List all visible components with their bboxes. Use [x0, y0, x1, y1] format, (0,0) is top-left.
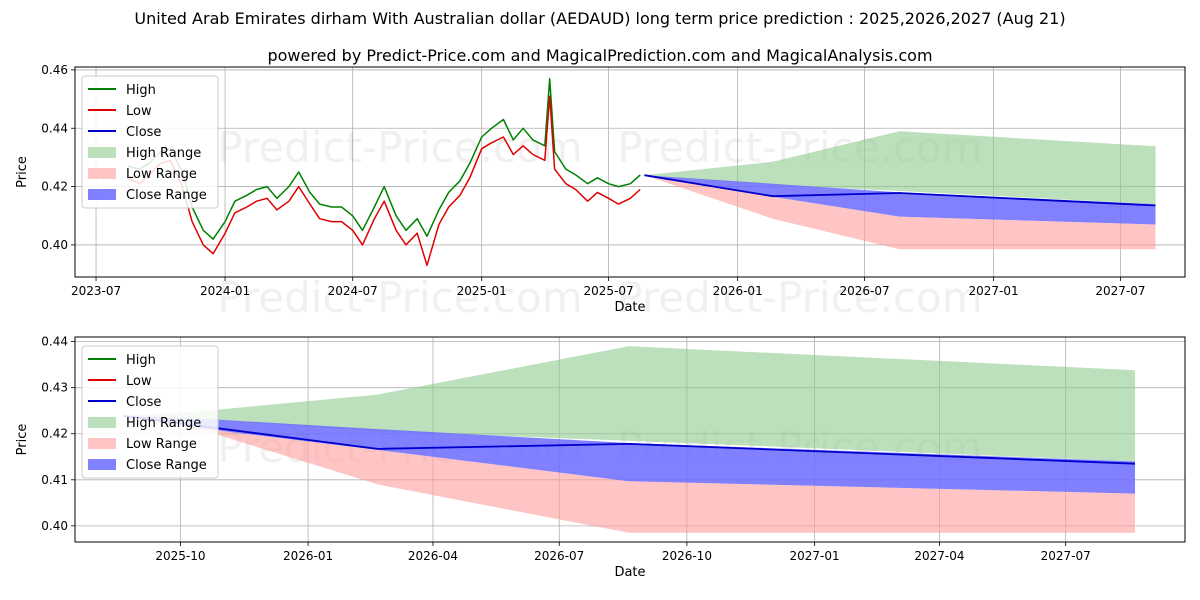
y-tick-label: 0.44 [41, 121, 68, 135]
x-tick-label: 2026-01 [283, 549, 333, 563]
y-tick-label: 0.42 [41, 427, 68, 441]
chart-subtitle: powered by Predict-Price.com and Magical… [267, 46, 933, 65]
panel-1: 2023-07 2024-01 2024-07 2025-01 2025-07 2026-… [15, 63, 1186, 322]
legend: High Low Close High Range Low Range Close Ran… [81, 75, 219, 209]
y-tick-label: 0.46 [41, 63, 68, 77]
legend-swatch [88, 438, 116, 449]
watermark-text: Predict-Price.com [217, 123, 582, 172]
y-tick-label: 0.42 [41, 180, 68, 194]
x-tick-label: 2025-07 [584, 284, 634, 298]
close-range-band [123, 415, 1136, 494]
y-tick-label: 0.41 [41, 473, 68, 487]
legend-label: Low Range [126, 167, 197, 182]
legend-label: High Range [126, 146, 201, 161]
x-tick-label: 2027-07 [1041, 549, 1091, 563]
chart-title: United Arab Emirates dirham With Austral… [134, 9, 1066, 28]
x-tick-label: 2027-01 [789, 549, 839, 563]
y-tick-label: 0.40 [41, 519, 68, 533]
low-series-line [127, 95, 641, 267]
x-axis-label: Date [614, 300, 645, 315]
x-tick-label: 2026-01 [713, 284, 763, 298]
legend-swatch [88, 459, 116, 470]
x-tick-label: 2026-10 [662, 549, 712, 563]
x-tick-label: 2026-07 [839, 284, 889, 298]
legend-label: Close [126, 395, 161, 410]
legend-label: Low [126, 374, 152, 389]
y-tick-label: 0.44 [41, 335, 68, 349]
legend-swatch [88, 147, 116, 158]
legend: High Low Close High Range Low Range Close Ran… [81, 345, 219, 479]
legend-swatch [88, 417, 116, 428]
legend-label: High [126, 83, 156, 98]
high-series-line [127, 77, 641, 240]
low-range-band [123, 415, 1136, 533]
legend-label: Close Range [126, 458, 207, 473]
y-tick-label: 0.43 [41, 381, 68, 395]
legend-label: Close [126, 125, 161, 140]
plot-frame [74, 66, 1186, 278]
y-tick-label: 0.40 [41, 238, 68, 252]
watermark-text: Predict-Price.com [617, 273, 982, 322]
close-series-line [644, 174, 1156, 207]
legend-swatch [88, 168, 116, 179]
x-tick-label: 2023-07 [71, 284, 121, 298]
plot-frame [74, 336, 1186, 543]
legend-label: Low Range [126, 437, 197, 452]
y-axis-label: Price [15, 424, 30, 456]
x-tick-label: 2027-01 [969, 284, 1019, 298]
x-tick-label: 2027-04 [914, 549, 964, 563]
x-tick-label: 2024-01 [200, 284, 250, 298]
close-range-band [644, 175, 1156, 225]
watermark-text: Predict-Price.com [217, 273, 582, 322]
x-axis-label: Date [614, 565, 645, 580]
low-range-band [644, 175, 1156, 250]
legend-label: High Range [126, 416, 201, 431]
high-range-band [644, 131, 1156, 205]
legend-label: High [126, 353, 156, 368]
legend-label: Close Range [126, 188, 207, 203]
legend-label: Low [126, 104, 152, 119]
legend-swatch [88, 189, 116, 200]
x-tick-label: 2024-07 [328, 284, 378, 298]
x-tick-label: 2025-10 [155, 549, 205, 563]
x-tick-label: 2026-04 [408, 549, 458, 563]
high-range-band [123, 346, 1136, 462]
panel-2: 2025-10 2026-01 2026-04 2026-07 2026-10 2027-… [15, 335, 1186, 580]
x-tick-label: 2027-07 [1095, 284, 1145, 298]
x-tick-label: 2025-01 [457, 284, 507, 298]
x-tick-label: 2026-07 [534, 549, 584, 563]
y-axis-label: Price [15, 156, 30, 188]
